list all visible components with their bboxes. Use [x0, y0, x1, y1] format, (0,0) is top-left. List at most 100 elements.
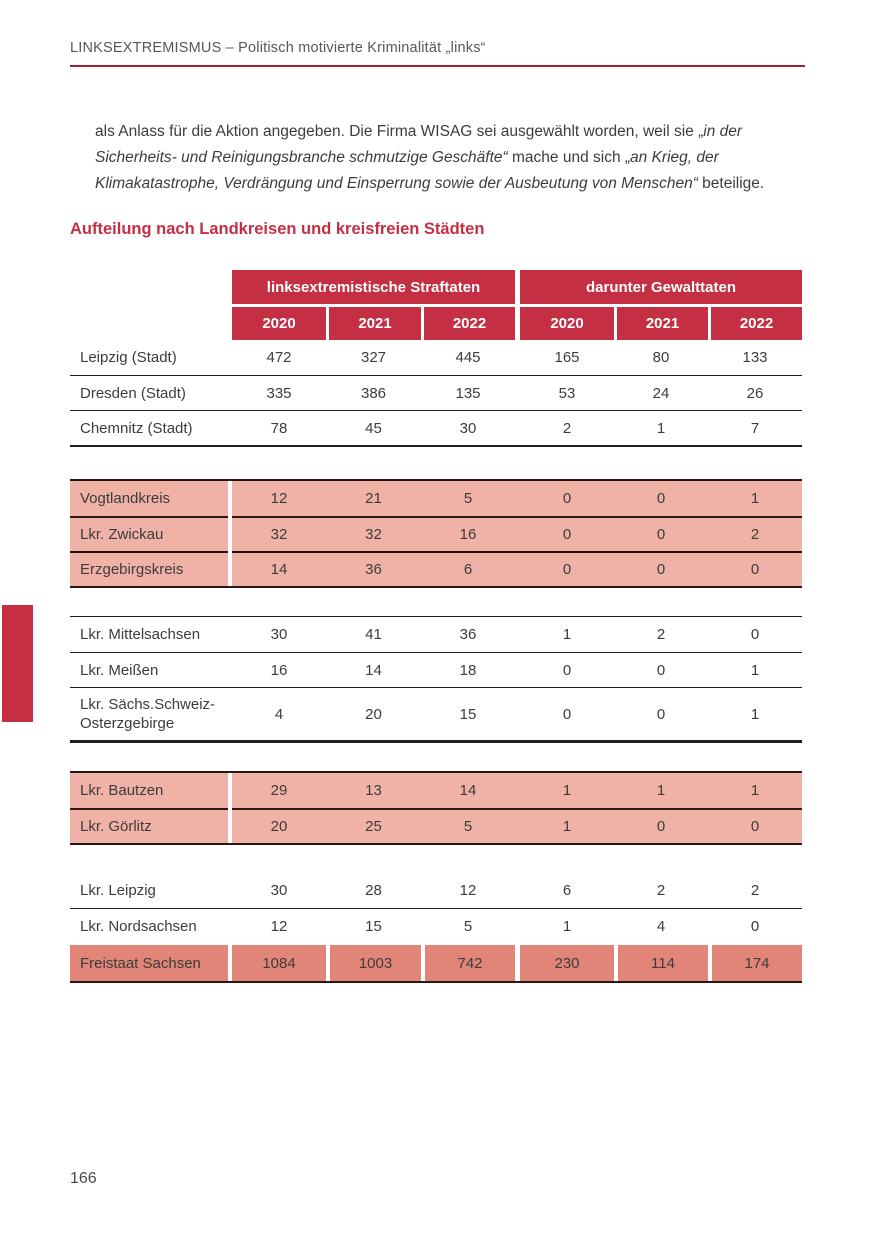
value-cell: 114	[614, 945, 708, 981]
value-cell: 1	[520, 773, 614, 808]
paragraph-text: als Anlass für die Aktion angegeben. Die…	[95, 123, 704, 140]
value-cell: 335	[266, 384, 292, 402]
table-row: Lkr. Sächs.Schweiz- Osterzgebirge 4 20 15 0 0…	[70, 687, 802, 740]
value-cell: 15	[459, 705, 477, 723]
value-cell: 1	[708, 773, 802, 808]
row-label: Freistaat Sachsen	[70, 945, 228, 981]
value-cell: 13	[326, 773, 421, 808]
value-cell: 12	[270, 917, 288, 935]
group-gap	[515, 551, 520, 586]
table-groups: Leipzig (Stadt) 472 327 445 165 80 133 Dresden …	[70, 340, 802, 983]
value-cell: 12	[459, 882, 477, 899]
value-cell: 2	[656, 626, 666, 643]
value-cell: 0	[656, 661, 666, 679]
section-title: Aufteilung nach Landkreisen und kreisfre…	[70, 220, 485, 238]
value-cell: 230	[520, 945, 614, 981]
value-cell: 0	[614, 516, 708, 551]
value-cell: 32	[232, 516, 326, 551]
value-cell: 0	[708, 551, 802, 586]
value-cell: 53	[558, 384, 576, 402]
paragraph-text: beteilige.	[697, 175, 765, 192]
year-header: 2020	[520, 307, 614, 340]
value-cell: 1	[708, 481, 802, 516]
header-empty-cell	[70, 307, 232, 340]
table-row: Lkr. Mittelsachsen 30 41 36 1 2 0	[70, 617, 802, 652]
group-gap	[515, 516, 520, 551]
value-cell: 0	[520, 481, 614, 516]
year-header: 2021	[326, 307, 421, 340]
value-cell: 28	[365, 882, 382, 899]
table-row: Dresden (Stadt) 335 386 135 53 24 26	[70, 375, 802, 410]
value-cell: 6	[562, 882, 572, 899]
paragraph-quote-italic: an Krieg, der Klimakatastrophe, Verdräng…	[95, 149, 719, 192]
year-header: 2022	[421, 307, 515, 340]
row-label: Chemnitz (Stadt)	[80, 419, 193, 437]
value-cell: 0	[614, 551, 708, 586]
value-cell: 16	[270, 661, 288, 679]
table-row: Chemnitz (Stadt) 78 45 30 2 1 7	[70, 410, 802, 445]
year-header: 2021	[614, 307, 708, 340]
row-label: Lkr. Sächs.Schweiz- Osterzgebirge	[80, 696, 216, 732]
value-cell: 24	[652, 384, 670, 402]
value-cell: 0	[750, 917, 760, 935]
value-cell: 1	[750, 661, 760, 679]
value-cell: 0	[750, 626, 760, 643]
row-label: Lkr. Meißen	[80, 661, 159, 679]
value-cell: 165	[554, 349, 580, 366]
row-label: Lkr. Zwickau	[70, 516, 228, 551]
value-cell: 5	[421, 808, 515, 843]
value-cell: 36	[326, 551, 421, 586]
table-row-group: Leipzig (Stadt) 472 327 445 165 80 133 Dresden …	[70, 340, 802, 447]
table-row: Lkr. Leipzig 30 28 12 6 2 2	[70, 873, 802, 908]
table-row-group: Lkr. Mittelsachsen 30 41 36 1 2 0 Lkr. Meißen 16…	[70, 616, 802, 743]
value-cell: 20	[232, 808, 326, 843]
value-cell: 14	[232, 551, 326, 586]
row-label: Leipzig (Stadt)	[80, 349, 177, 366]
value-cell: 742	[421, 945, 515, 981]
row-label: Lkr. Nordsachsen	[80, 917, 197, 935]
value-cell: 25	[326, 808, 421, 843]
group-gap	[515, 481, 520, 516]
value-cell: 0	[614, 481, 708, 516]
value-cell: 133	[742, 349, 768, 366]
value-cell: 386	[360, 384, 387, 402]
value-cell: 41	[365, 626, 382, 643]
value-cell: 15	[365, 917, 382, 935]
value-cell: 0	[656, 705, 666, 723]
value-cell: 16	[421, 516, 515, 551]
value-cell: 14	[365, 661, 382, 679]
value-cell: 174	[708, 945, 802, 981]
paragraph-text: mache und sich „	[507, 149, 631, 166]
row-label: Dresden (Stadt)	[80, 384, 186, 402]
value-cell: 1	[614, 773, 708, 808]
table-row-group: Freistaat Sachsen 1084 1003 742 230 114 174	[70, 945, 802, 983]
table-row-group: Vogtlandkreis 12 21 5 0 0 1 Lkr. Zwickau 32 32 16 0…	[70, 479, 802, 588]
value-cell: 21	[326, 481, 421, 516]
value-cell: 14	[421, 773, 515, 808]
value-cell: 78	[270, 419, 288, 437]
value-cell: 26	[746, 384, 764, 402]
row-label: Lkr. Görlitz	[70, 808, 228, 843]
value-cell: 2	[562, 419, 572, 437]
value-cell: 1	[520, 808, 614, 843]
table-row: Lkr. Zwickau 32 32 16 0 0 2	[70, 516, 802, 551]
table-group-header-row: linksextremistische Straftaten darunter …	[70, 270, 802, 304]
value-cell: 7	[750, 419, 760, 437]
value-cell: 30	[270, 882, 288, 899]
value-cell: 12	[232, 481, 326, 516]
left-margin-accent-bar	[2, 605, 33, 722]
body-paragraph: als Anlass für die Aktion angegeben. Die…	[95, 119, 807, 197]
table-row: Lkr. Görlitz 20 25 5 1 0 0	[70, 808, 802, 843]
value-cell: 135	[455, 384, 481, 402]
value-cell: 30	[270, 626, 288, 643]
table-row-group: Lkr. Bautzen 29 13 14 1 1 1 Lkr. Görlitz 20 25 5 1 0…	[70, 771, 802, 845]
value-cell: 5	[421, 481, 515, 516]
value-cell: 0	[520, 551, 614, 586]
value-cell: 5	[463, 917, 473, 935]
crime-statistics-table: linksextremistische Straftaten darunter …	[70, 270, 802, 983]
value-cell: 2	[750, 882, 760, 899]
value-cell: 2	[656, 882, 666, 899]
year-header: 2020	[232, 307, 326, 340]
table-row-group: Lkr. Leipzig 30 28 12 6 2 2 Lkr. Nordsachsen 12 1…	[70, 873, 802, 943]
row-label: Lkr. Leipzig	[80, 882, 156, 899]
